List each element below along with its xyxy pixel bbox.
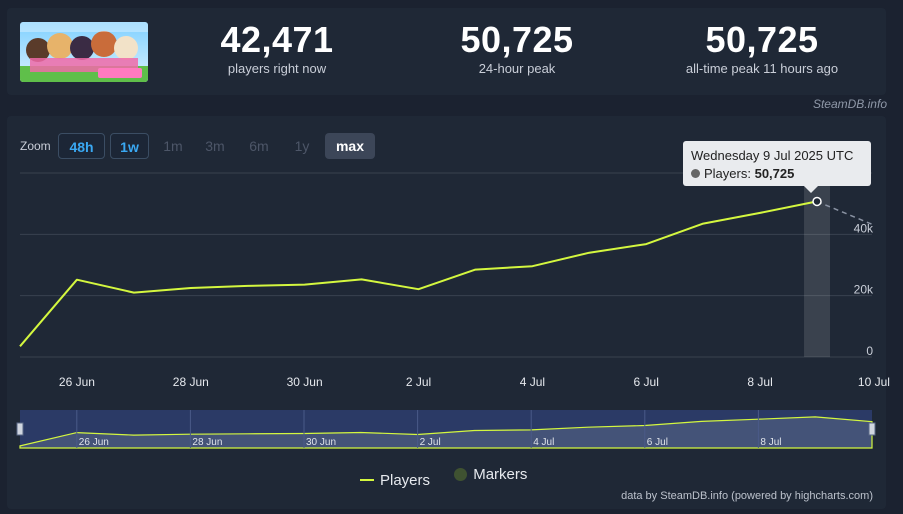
game-thumbnail[interactable] — [20, 22, 148, 82]
zoom-button-max[interactable]: max — [325, 133, 375, 159]
tooltip-series-name: Players — [704, 166, 748, 181]
game-art-image — [20, 22, 148, 82]
legend-item-markers[interactable]: Markers — [454, 466, 527, 483]
chart-tooltip: Wednesday 9 Jul 2025 UTC Players: 50,725 — [683, 141, 871, 193]
zoom-button-6m[interactable]: 6m — [249, 138, 269, 154]
stat-24h-peak: 50,725 24-hour peak — [417, 19, 617, 77]
zoom-button-3m[interactable]: 3m — [205, 138, 225, 154]
tooltip-value-row: Players: 50,725 — [691, 165, 863, 182]
zoom-button-48h[interactable]: 48h — [58, 133, 105, 159]
tooltip-date: Wednesday 9 Jul 2025 UTC — [691, 148, 854, 163]
tooltip-pointer — [804, 186, 818, 193]
players-line-icon — [360, 479, 374, 481]
zoom-button-1m[interactable]: 1m — [163, 138, 183, 154]
alltime-peak-value: 50,725 — [705, 19, 819, 60]
alltime-peak-label: all-time peak 11 hours ago — [685, 61, 839, 76]
markers-dot-icon — [454, 468, 468, 481]
zoom-button-1y[interactable]: 1y — [294, 138, 310, 154]
series-dot-icon — [691, 169, 700, 178]
stat-current-players: 42,471 players right now — [177, 19, 377, 77]
steamdb-credit-top[interactable]: SteamDB.info — [812, 97, 887, 111]
data-credit[interactable]: data by SteamDB.info (powered by highcha… — [621, 490, 873, 502]
tooltip-value: 50,725 — [754, 166, 795, 181]
legend-item-players[interactable]: Players — [360, 472, 430, 489]
chart-legend: Players Markers — [360, 466, 547, 489]
stats-bar: 42,471 players right now 50,725 24-hour … — [7, 8, 886, 95]
stat-alltime-peak: 50,725 all-time peak 11 hours ago — [647, 19, 877, 77]
legend-label-players: Players — [380, 471, 431, 489]
zoom-label: Zoom — [20, 139, 51, 153]
current-players-label: players right now — [227, 61, 327, 76]
zoom-button-1w[interactable]: 1w — [110, 133, 149, 159]
24h-peak-label: 24-hour peak — [478, 61, 556, 76]
24h-peak-value: 50,725 — [460, 19, 574, 60]
legend-label-markers: Markers — [473, 466, 528, 483]
current-players-value: 42,471 — [220, 19, 334, 60]
